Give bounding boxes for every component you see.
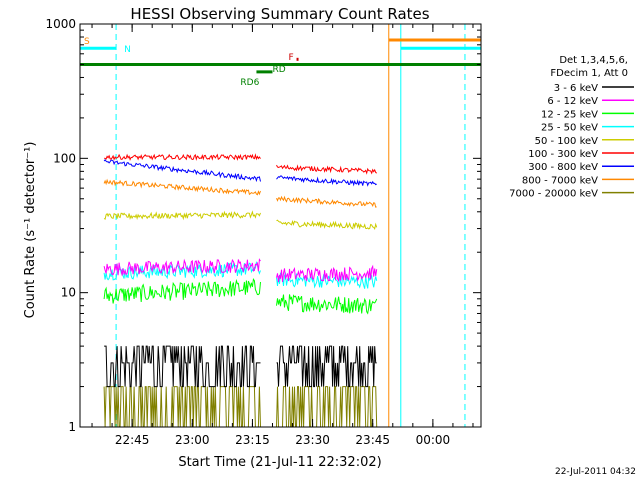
x-tick-label: 23:15 [235, 433, 270, 447]
y-tick-label: 1 [68, 420, 76, 434]
flag-label: RD6 [240, 78, 259, 88]
footer-date: 22-Jul-2011 04:32 [555, 467, 636, 477]
legend-label: 7000 - 20000 keV [509, 189, 598, 200]
series-line [276, 272, 378, 289]
series-trace [103, 277, 378, 315]
x-tick-label: 23:30 [295, 433, 330, 447]
legend: Det 1,3,4,5,6, FDecim 1, Att 0 3 - 6 keV 6 … [509, 55, 634, 200]
series-line [276, 164, 378, 175]
flag-label: N [124, 45, 131, 55]
series-trace [103, 158, 377, 187]
x-tick-label: 22:45 [115, 433, 150, 447]
legend-label: 25 - 50 keV [541, 123, 598, 134]
series-line [276, 264, 378, 283]
x-axis: 22:45 23:00 23:15 23:30 23:45 00:00 [91, 24, 474, 447]
legend-label: 300 - 800 keV [528, 162, 598, 173]
legend-label: 12 - 25 keV [541, 109, 598, 120]
flag-label: RD [272, 65, 285, 75]
series-trace [103, 258, 378, 283]
y-axis-label: Count Rate (s⁻¹ detector⁻¹) [23, 142, 38, 319]
legend-label: 6 - 12 keV [547, 96, 598, 107]
series-line [104, 345, 261, 388]
flag-label: S [84, 37, 90, 47]
legend-label: 3 - 6 keV [554, 83, 598, 94]
y-tick-label: 100 [53, 151, 76, 165]
series-line [103, 258, 261, 276]
series-trace [104, 153, 378, 175]
legend-header: FDecim 1, Att 0 [550, 68, 628, 79]
series-line [104, 153, 261, 161]
series-line [103, 178, 261, 196]
legend-label: 800 - 7000 keV [522, 175, 598, 186]
series-line [276, 386, 378, 428]
legend-label: 100 - 300 keV [528, 149, 598, 160]
series-line [276, 175, 377, 187]
legend-header: Det 1,3,4,5,6, [559, 55, 628, 66]
series-line [276, 219, 378, 231]
series-line [276, 294, 378, 315]
series-line [103, 158, 261, 183]
series-trace [103, 386, 378, 428]
series-line [276, 345, 377, 388]
series-trace [103, 178, 377, 208]
x-tick-label: 23:45 [355, 433, 390, 447]
x-axis-label: Start Time (21-Jul-11 22:32:02) [178, 455, 381, 470]
series-line [103, 210, 261, 221]
plot-frame [79, 23, 482, 428]
y-tick-label: 10 [61, 286, 76, 300]
y-tick-label: 1000 [45, 17, 76, 31]
legend-label: 50 - 100 keV [535, 136, 599, 147]
plot-area: S N RD6 RD F [79, 24, 482, 428]
series-trace [104, 345, 377, 388]
series-line [276, 195, 377, 208]
series-line [103, 386, 261, 428]
y-axis: 1 10 100 1000 [45, 17, 481, 434]
flag-mark [296, 57, 299, 61]
x-tick-label: 00:00 [416, 433, 451, 447]
flag-label: F [289, 53, 294, 63]
x-tick-label: 23:00 [175, 433, 210, 447]
series-trace [103, 210, 378, 231]
series-line [103, 277, 261, 304]
chart-title: HESSI Observing Summary Count Rates [130, 5, 429, 23]
